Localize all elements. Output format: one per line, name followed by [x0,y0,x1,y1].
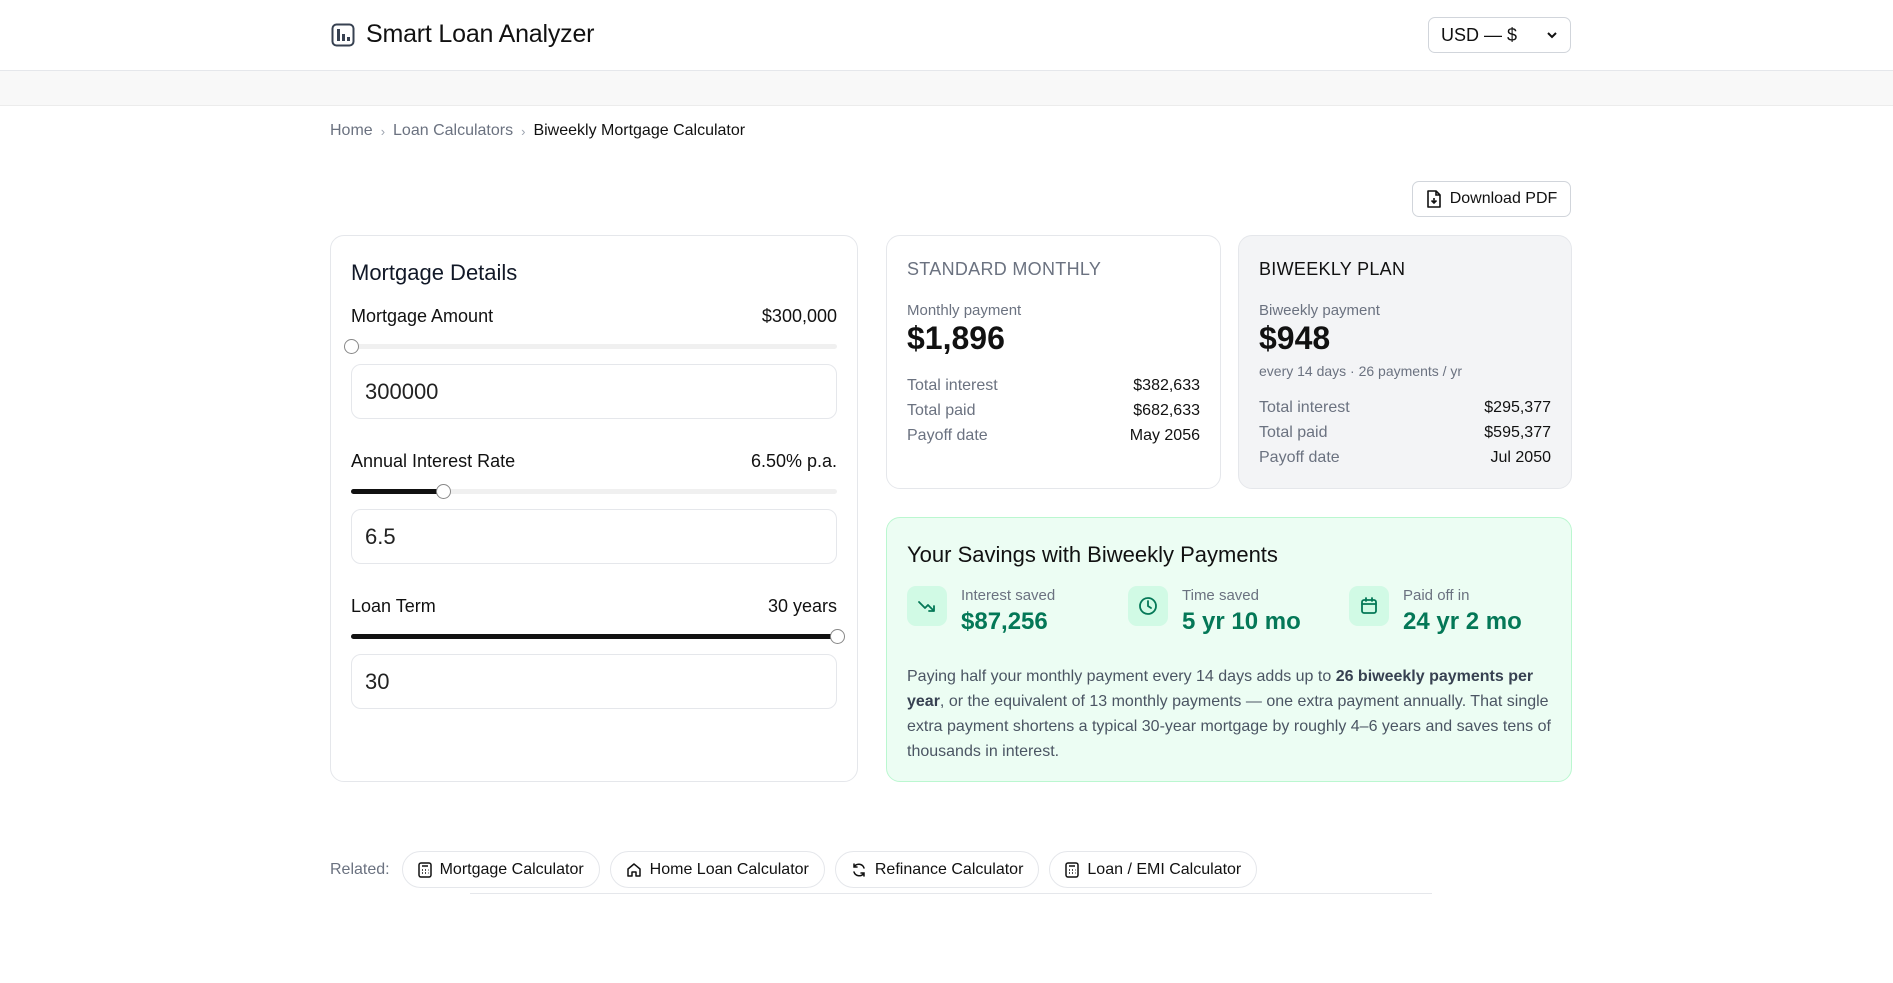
mortgage-amount-slider[interactable] [344,339,837,354]
calendar-icon [1349,586,1389,626]
payment-value: $1,896 [907,320,1005,356]
related-loan-emi-calculator[interactable]: Loan / EMI Calculator [1049,851,1258,888]
savings-title: Your Savings with Biweekly Payments [907,542,1278,567]
stat-value: $295,377 [1484,399,1551,416]
breadcrumb-loan-calculators[interactable]: Loan Calculators [393,122,514,139]
chip-label: Refinance Calculator [874,860,1024,878]
payment-value: $948 [1259,320,1331,356]
chip-label: Loan / EMI Calculator [1087,860,1242,878]
brand[interactable]: Smart Loan Analyzer [330,20,594,49]
mortgage-details-card: Mortgage Details Mortgage Amount $300,00… [330,235,858,782]
time-saved-metric: Time saved 5 yr 10 mo [1128,586,1301,636]
file-download-icon [1426,190,1441,208]
stat-label: Payoff date [1259,449,1340,466]
interest-rate-input[interactable]: 6.5 [351,509,837,564]
total-interest-row: Total interest $382,633 [907,377,1200,395]
standard-monthly-card: STANDARD MONTHLY Monthly payment $1,896 … [886,235,1221,489]
stat-value: $595,377 [1484,424,1551,441]
related-home-loan-calculator[interactable]: Home Loan Calculator [609,851,825,888]
interest-rate-value: 6.50% p.a. [750,451,837,471]
stat-label: Total interest [907,377,998,394]
plan-title: BIWEEKLY PLAN [1259,259,1406,279]
related-label: Related: [330,860,390,878]
interest-rate-slider[interactable] [351,484,837,499]
savings-explanation: Paying half your monthly payment every 1… [907,664,1552,764]
related-mortgage-calculator[interactable]: Mortgage Calculator [401,851,600,888]
interest-saved-metric: Interest saved $87,256 [907,586,1055,636]
loan-term-value: 30 years [767,596,837,616]
mortgage-amount-label: Mortgage Amount [351,306,494,326]
download-pdf-button[interactable]: Download PDF [1412,181,1571,217]
refresh-icon [853,862,865,877]
currency-value: USD — $ [1441,24,1518,45]
stat-label: Total paid [1259,424,1328,441]
card-title: Mortgage Details [351,260,518,285]
related-links: Related: Mortgage Calculator Home Loan C… [330,851,1258,888]
trending-down-icon [907,586,947,626]
metric-label: Interest saved [961,587,1056,604]
stat-value: $382,633 [1133,377,1200,394]
metric-label: Time saved [1182,587,1259,604]
mortgage-amount-value: $300,000 [761,306,837,326]
metric-value: 5 yr 10 mo [1182,608,1301,635]
payment-label: Biweekly payment [1259,302,1380,319]
loan-term-label: Loan Term [351,596,436,616]
related-refinance-calculator[interactable]: Refinance Calculator [834,851,1040,888]
currency-select[interactable]: USD — $ [1428,17,1571,53]
stat-label: Total interest [1259,399,1350,416]
breadcrumb-home[interactable]: Home [330,122,373,139]
total-interest-row: Total interest $295,377 [1259,399,1551,417]
stat-label: Total paid [907,402,976,419]
savings-text-bold: 26 biweekly payments per year [907,668,1534,710]
calculator-icon [1065,861,1080,878]
slider-thumb[interactable] [344,339,359,354]
slider-thumb[interactable] [830,629,845,644]
stat-value: May 2056 [1129,427,1200,444]
clock-icon [1128,586,1168,626]
payment-label: Monthly payment [907,302,1022,319]
chip-label: Home Loan Calculator [649,860,809,878]
stat-value: Jul 2050 [1490,449,1552,466]
app-title: Smart Loan Analyzer [366,20,595,48]
breadcrumb: Home › Loan Calculators › Biweekly Mortg… [330,122,745,140]
calculator-icon [417,861,432,878]
paid-off-metric: Paid off in 24 yr 2 mo [1349,586,1522,636]
sub-bar [0,71,1893,106]
slider-thumb[interactable] [436,484,452,499]
metric-value: 24 yr 2 mo [1403,608,1522,635]
payment-note: every 14 days · 26 payments / yr [1259,363,1463,379]
stat-value: $682,633 [1133,402,1200,419]
interest-rate-label: Annual Interest Rate [351,451,516,471]
breadcrumb-separator-icon: › [521,123,526,139]
chip-label: Mortgage Calculator [439,860,584,878]
payoff-date-row: Payoff date Jul 2050 [1259,449,1551,467]
stat-label: Payoff date [907,427,988,444]
savings-card: Your Savings with Biweekly Payments Inte… [886,517,1572,782]
breadcrumb-current: Biweekly Mortgage Calculator [533,122,746,139]
breadcrumb-separator-icon: › [380,123,386,139]
loan-term-slider[interactable] [351,629,845,644]
metric-value: $87,256 [961,608,1048,635]
loan-term-input[interactable]: 30 [351,654,837,709]
chevron-down-icon [1547,32,1557,39]
bar-chart-icon [330,22,356,48]
top-bar: Smart Loan Analyzer USD — $ [0,0,1893,71]
home-icon [626,862,641,877]
total-paid-row: Total paid $682,633 [907,402,1200,420]
total-paid-row: Total paid $595,377 [1259,424,1551,442]
download-pdf-label: Download PDF [1449,190,1558,207]
metric-label: Paid off in [1403,587,1470,604]
savings-text-part: Paying half your monthly payment every 1… [907,668,1336,685]
biweekly-plan-card: BIWEEKLY PLAN Biweekly payment $948 ever… [1238,235,1572,489]
savings-text-part: , or the equivalent of 13 monthly paymen… [907,693,1551,760]
mortgage-amount-input[interactable]: 300000 [351,364,837,419]
plan-title: STANDARD MONTHLY [907,259,1102,279]
divider [470,893,1432,894]
payoff-date-row: Payoff date May 2056 [907,427,1200,445]
